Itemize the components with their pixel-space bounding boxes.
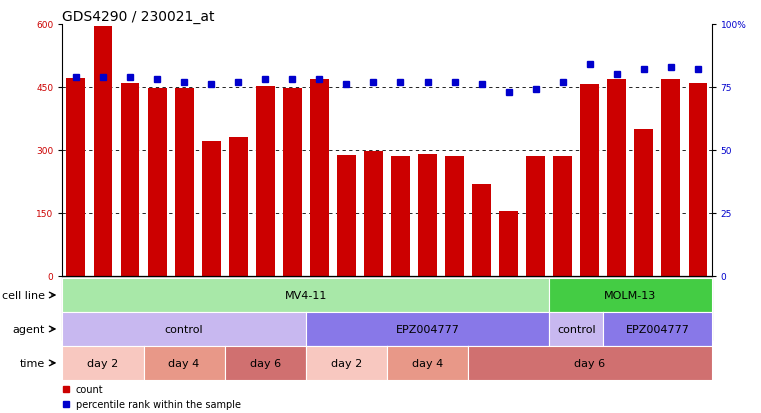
Text: day 4: day 4 — [168, 358, 199, 368]
Bar — [66, 79, 85, 276]
Text: day 6: day 6 — [250, 358, 281, 368]
Bar — [581, 84, 600, 276]
Text: day 2: day 2 — [331, 358, 362, 368]
Bar — [607, 80, 626, 276]
Text: count: count — [75, 384, 103, 394]
Bar — [527, 157, 545, 276]
Bar — [148, 88, 167, 276]
Bar — [689, 83, 708, 276]
Bar — [418, 155, 437, 276]
Text: day 4: day 4 — [412, 358, 443, 368]
Text: day 6: day 6 — [575, 358, 606, 368]
Text: MV4-11: MV4-11 — [285, 290, 327, 300]
Bar — [635, 130, 654, 276]
Text: percentile rank within the sample: percentile rank within the sample — [75, 399, 240, 409]
Bar — [202, 142, 221, 276]
Bar — [391, 157, 410, 276]
Text: MOLM-13: MOLM-13 — [604, 290, 657, 300]
Bar — [337, 156, 356, 276]
Text: EPZ004777: EPZ004777 — [626, 324, 689, 334]
Bar — [310, 80, 329, 276]
Bar — [445, 157, 464, 276]
Bar — [256, 86, 275, 276]
Text: EPZ004777: EPZ004777 — [396, 324, 460, 334]
Bar — [120, 83, 139, 276]
Bar — [174, 88, 193, 276]
Bar — [94, 27, 113, 276]
Text: time: time — [20, 358, 45, 368]
Bar — [62, 276, 712, 340]
Text: cell line: cell line — [2, 290, 45, 300]
Bar — [472, 185, 491, 276]
Text: GDS4290 / 230021_at: GDS4290 / 230021_at — [62, 10, 215, 24]
Bar — [499, 211, 518, 276]
Bar — [229, 138, 247, 276]
Text: control: control — [557, 324, 596, 334]
Text: agent: agent — [12, 324, 45, 334]
Bar — [553, 157, 572, 276]
Bar — [661, 80, 680, 276]
Text: day 2: day 2 — [88, 358, 119, 368]
Bar — [283, 88, 302, 276]
Bar — [364, 152, 383, 276]
Text: control: control — [165, 324, 203, 334]
